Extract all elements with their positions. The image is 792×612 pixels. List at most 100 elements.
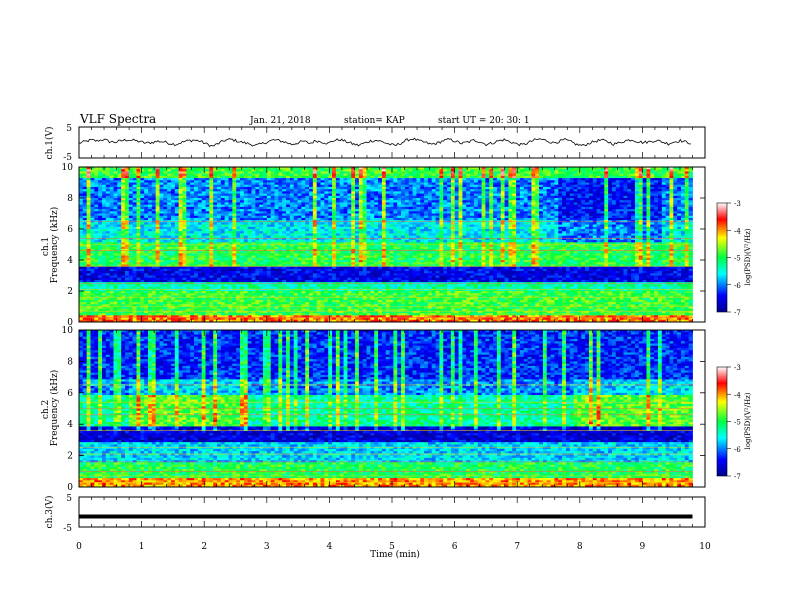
spectrogram-cell: [151, 235, 157, 239]
spectrogram-cell: [274, 260, 279, 263]
spectrogram-cell: [343, 288, 348, 292]
spectrogram-cell: [316, 191, 321, 194]
spectrogram-cell: [274, 175, 279, 179]
spectrogram-cell: [121, 293, 126, 296]
spectrogram-cell: [105, 204, 111, 208]
spectrogram-cell: [148, 175, 153, 179]
spectrogram-cell: [301, 297, 306, 301]
spectrogram-cell: [224, 317, 229, 321]
spectrogram-cell: [259, 279, 264, 283]
spectrogram-cell: [263, 299, 268, 303]
spectrogram-cell: [213, 202, 218, 206]
spectrogram-cell: [98, 226, 103, 230]
spectrogram-cell: [190, 231, 195, 234]
spectrogram-cell: [94, 295, 99, 299]
spectrogram-cell: [217, 291, 222, 294]
spectrogram-cell: [79, 231, 84, 234]
spectrogram-cell: [259, 251, 264, 254]
spectrogram-cell: [98, 240, 103, 243]
spectrogram-cell: [305, 167, 310, 170]
spectrogram-cell: [155, 189, 160, 192]
spectrogram-cell: [102, 244, 107, 248]
spectrogram-cell: [293, 217, 298, 221]
spectrogram-cell: [148, 213, 153, 217]
spectrogram-cell: [178, 167, 183, 170]
spectrogram-cell: [224, 202, 229, 206]
spectrogram-cell: [194, 206, 199, 210]
spectrogram-cell: [220, 240, 226, 243]
spectrogram-cell: [105, 262, 111, 265]
spectrogram-cell: [266, 167, 272, 170]
spectrogram-cell: [228, 198, 233, 201]
spectrogram-cell: [163, 302, 168, 305]
spectrogram-cell: [293, 226, 298, 230]
spectrogram-cell: [128, 178, 134, 181]
spectrogram-cell: [332, 277, 337, 281]
spectrogram-cell: [224, 297, 229, 301]
spectrogram-cell: [178, 173, 183, 177]
spectrogram-cell: [159, 206, 164, 210]
spectrogram-cell: [301, 240, 306, 243]
spectrogram-cell: [217, 229, 222, 232]
spectrogram-cell: [232, 229, 237, 232]
spectrogram-cell: [132, 222, 137, 225]
spectrogram-cell: [98, 264, 103, 268]
spectrogram-cell: [274, 297, 279, 301]
spectrogram-cell: [132, 308, 137, 312]
spectrogram-cell: [117, 195, 122, 199]
spectrogram-cell: [82, 319, 88, 322]
spectrogram-cell: [79, 277, 84, 281]
spectrogram-cell: [240, 182, 245, 186]
spectrogram-cell: [328, 215, 333, 219]
spectrogram-cell: [174, 233, 180, 237]
spectrogram-cell: [163, 244, 168, 248]
spectrogram-cell: [339, 317, 344, 321]
spectrogram-cell: [201, 299, 206, 303]
spectrogram-cell: [217, 226, 222, 230]
spectrogram-cell: [209, 317, 214, 321]
spectrogram-cell: [293, 248, 298, 252]
spectrogram-cell: [82, 204, 88, 208]
spectrogram-cell: [217, 184, 222, 188]
spectrogram-cell: [178, 293, 183, 296]
spectrogram-cell: [136, 271, 141, 274]
spectrogram-cell: [232, 184, 237, 188]
spectrogram-cell: [343, 260, 348, 263]
spectrogram-cell: [190, 180, 195, 183]
spectrogram-cell: [155, 308, 160, 312]
spectrogram-cell: [347, 186, 352, 190]
spectrogram-cell: [109, 308, 114, 312]
spectrogram-cell: [312, 237, 318, 241]
spectrogram-cell: [128, 302, 134, 305]
spectrogram-cell: [79, 200, 84, 203]
spectrogram-cell: [209, 299, 214, 303]
spectrogram-cell: [301, 291, 306, 294]
spectrogram-cell: [255, 255, 260, 259]
spectrogram-cell: [128, 264, 134, 268]
spectrogram-cell: [251, 231, 256, 234]
spectrogram-cell: [155, 244, 160, 248]
spectrogram-cell: [163, 195, 168, 199]
spectrogram-cell: [266, 193, 272, 197]
spectrogram-cell: [205, 193, 210, 197]
spectrogram-cell: [205, 209, 210, 212]
spectrogram-cell: [151, 271, 157, 274]
spectrogram-cell: [151, 313, 157, 316]
spectrogram-cell: [128, 262, 134, 265]
spectrogram-cell: [105, 231, 111, 234]
spectrogram-cell: [339, 195, 344, 199]
spectrogram-cell: [339, 277, 344, 281]
spectrogram-cell: [163, 237, 168, 241]
spectrogram-cell: [301, 248, 306, 252]
spectrogram-cell: [312, 244, 318, 248]
spectrogram-cell: [270, 277, 275, 281]
spectrogram-cell: [240, 226, 245, 230]
spectrogram-cell: [301, 215, 306, 219]
spectrogram-cell: [197, 293, 203, 296]
spectrogram-cell: [148, 242, 153, 245]
spectrogram-cell: [163, 286, 168, 290]
spectrogram-cell: [293, 246, 298, 250]
spectrogram-cell: [194, 257, 199, 261]
spectrogram-cell: [247, 291, 252, 294]
spectrogram-cell: [293, 271, 298, 274]
